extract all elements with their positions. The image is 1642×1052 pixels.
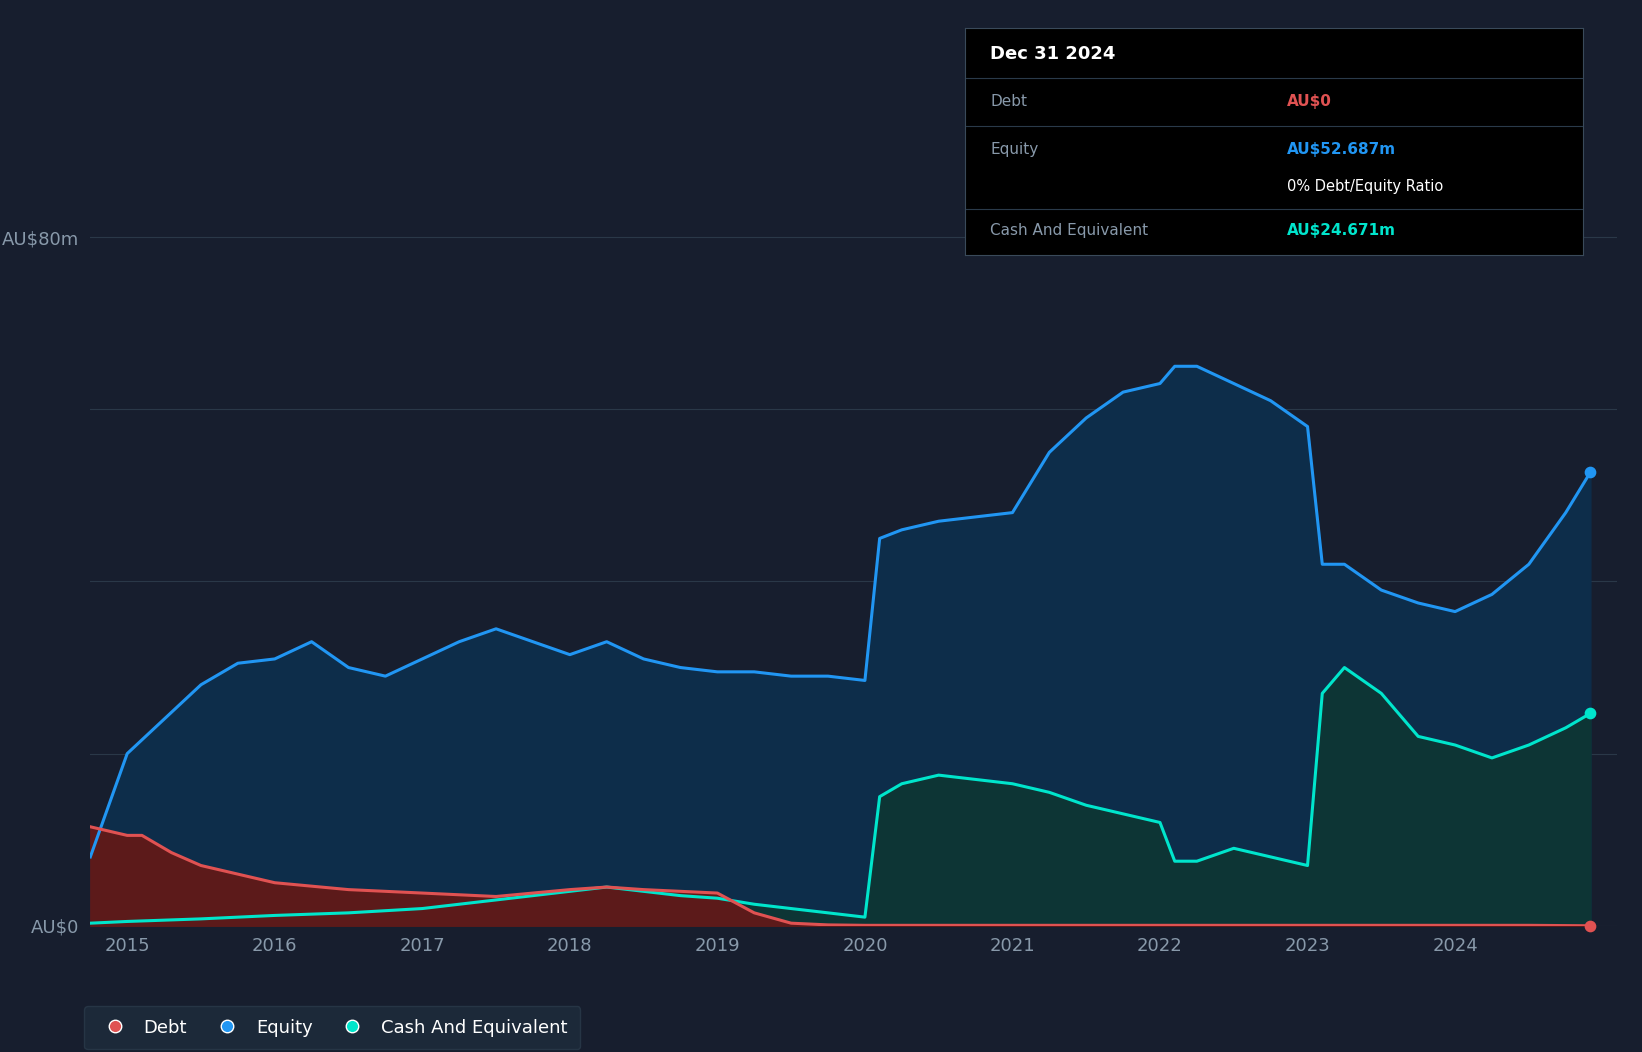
Point bbox=[1578, 464, 1604, 481]
Legend: Debt, Equity, Cash And Equivalent: Debt, Equity, Cash And Equivalent bbox=[84, 1006, 580, 1049]
Text: AU$52.687m: AU$52.687m bbox=[1287, 142, 1396, 157]
Text: Debt: Debt bbox=[990, 95, 1028, 109]
Text: AU$24.671m: AU$24.671m bbox=[1287, 223, 1396, 239]
Point bbox=[1578, 705, 1604, 722]
Text: AU$0: AU$0 bbox=[1287, 95, 1332, 109]
Text: Dec 31 2024: Dec 31 2024 bbox=[990, 45, 1115, 63]
Text: Cash And Equivalent: Cash And Equivalent bbox=[990, 223, 1148, 239]
Text: Equity: Equity bbox=[990, 142, 1038, 157]
Text: 0% Debt/Equity Ratio: 0% Debt/Equity Ratio bbox=[1287, 179, 1443, 195]
Point bbox=[1578, 917, 1604, 934]
